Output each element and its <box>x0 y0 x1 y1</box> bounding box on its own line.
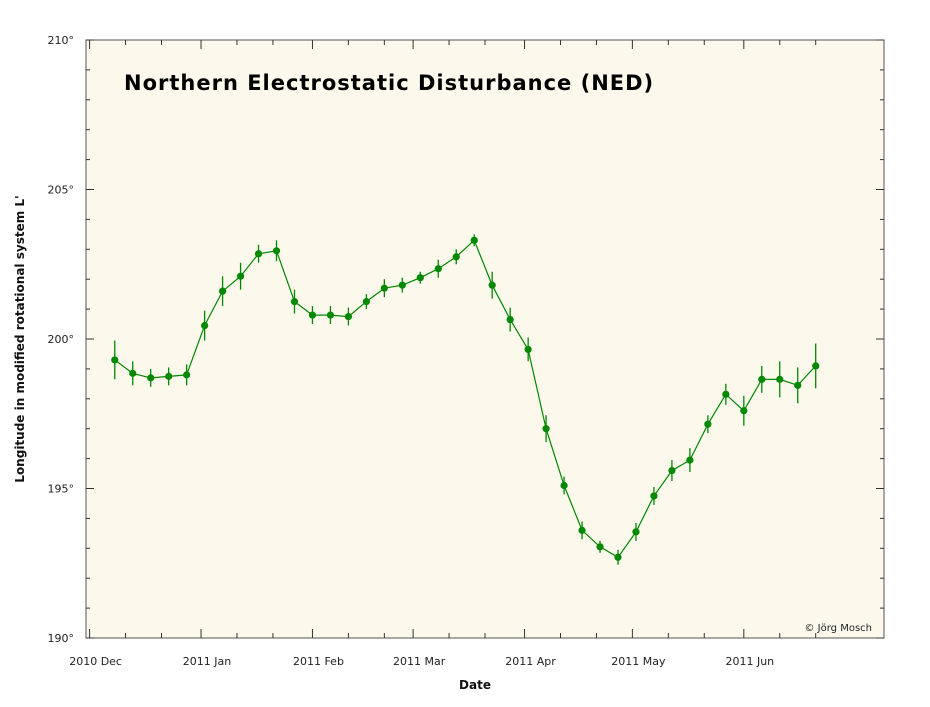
series-line <box>114 239 817 559</box>
data-point <box>308 311 317 319</box>
data-point <box>578 526 586 534</box>
x-axis-label: Date <box>459 678 491 692</box>
credit-label: © Jörg Mosch <box>805 623 873 634</box>
data-point <box>147 374 155 382</box>
x-tick-label: 2011 Jan <box>183 655 231 668</box>
data-point <box>722 390 730 398</box>
data-point <box>111 356 119 364</box>
x-tick-label: 2011 May <box>611 655 666 668</box>
data-point <box>632 528 640 536</box>
x-tick-label: 2010 Dec <box>69 655 122 668</box>
data-point <box>183 371 191 379</box>
x-tick-label: 2011 Apr <box>505 655 556 668</box>
x-axis-tick-labels: 2010 Dec 2011 Jan 2011 Feb 2011 Mar 2011 Apr… <box>69 655 774 668</box>
data-point <box>488 281 496 289</box>
data-point <box>344 312 353 321</box>
y-tick-label: 195° <box>48 483 75 496</box>
x-tick-label: 2011 Mar <box>393 655 446 668</box>
axis-ticks <box>86 39 884 639</box>
data-point <box>218 287 227 295</box>
data-point <box>416 274 424 282</box>
data-point <box>650 492 658 500</box>
data-point <box>129 369 137 377</box>
data-point <box>596 543 604 551</box>
data-point <box>398 281 406 289</box>
data-point <box>452 253 460 261</box>
data-point <box>380 284 388 292</box>
chart-title: Northern Electrostatic Disturbance (NED) <box>124 71 654 95</box>
data-point <box>290 298 299 306</box>
data-point <box>362 298 370 306</box>
x-tick-label: 2011 Jun <box>725 655 774 668</box>
data-point <box>254 250 263 258</box>
data-point <box>542 425 550 433</box>
plot-area <box>85 39 885 639</box>
data-point <box>506 315 514 324</box>
data-point <box>794 381 802 389</box>
data-point <box>668 466 676 475</box>
data-point <box>326 311 335 319</box>
data-point <box>614 553 622 561</box>
data-point <box>272 247 281 255</box>
data-point <box>758 375 766 383</box>
data-point <box>560 481 568 490</box>
y-tick-label: 200° <box>48 333 75 346</box>
data-point <box>776 375 784 383</box>
data-point <box>524 345 532 354</box>
y-tick-label: 205° <box>48 184 75 197</box>
data-point <box>201 321 209 330</box>
data-point <box>470 236 478 244</box>
x-tick-label: 2011 Feb <box>293 655 344 668</box>
y-axis-label: Longitude in modified rotational system … <box>13 195 27 482</box>
data-point <box>434 265 442 273</box>
y-axis-tick-labels: 190° 195° 200° 205° 210° <box>48 34 75 645</box>
data-point <box>165 372 173 380</box>
y-tick-label: 190° <box>48 632 75 645</box>
data-points <box>111 236 820 561</box>
data-point <box>686 456 694 464</box>
data-point <box>812 362 820 370</box>
data-point <box>740 407 748 415</box>
data-point <box>704 420 712 428</box>
data-point <box>236 272 245 280</box>
y-tick-label: 210° <box>48 34 75 47</box>
